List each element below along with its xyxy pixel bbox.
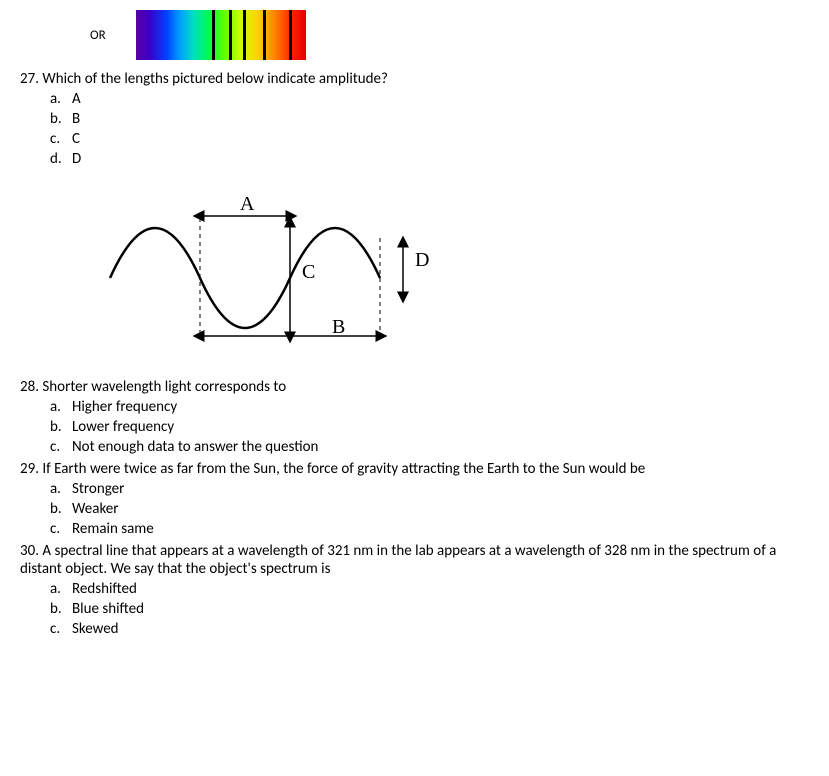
option-letter: d. <box>50 150 72 168</box>
q28-options: a.Higher frequencyb.Lower frequencyc.Not… <box>50 398 809 456</box>
option-text: Not enough data to answer the question <box>72 438 318 456</box>
option: d.D <box>50 150 809 168</box>
question-30: 30. A spectral line that appears at a wa… <box>20 542 809 638</box>
wave-svg: A B C D <box>100 188 480 358</box>
svg-text:C: C <box>302 261 315 283</box>
option-text: Stronger <box>72 480 124 498</box>
q30-number: 30. <box>20 542 39 560</box>
option: c.Skewed <box>50 620 809 638</box>
q28-text: Shorter wavelength light corresponds to <box>42 378 286 396</box>
option: c.Remain same <box>50 520 809 538</box>
option-letter: c. <box>50 620 72 638</box>
option-text: D <box>72 150 81 168</box>
option: a.Redshifted <box>50 580 809 598</box>
or-row: OR <box>90 10 809 60</box>
q27-text: Which of the lengths pictured below indi… <box>42 70 388 88</box>
option: a.Higher frequency <box>50 398 809 416</box>
option-text: Redshifted <box>72 580 137 598</box>
option-letter: a. <box>50 398 72 416</box>
absorption-line <box>229 10 232 60</box>
option-text: Skewed <box>72 620 119 638</box>
option-text: Lower frequency <box>72 418 174 436</box>
wave-diagram: A B C D <box>100 188 809 358</box>
q27-options: a.Ab.Bc.Cd.D <box>50 90 809 168</box>
option: b.Weaker <box>50 500 809 518</box>
absorption-spectrum <box>136 10 306 60</box>
q28-number: 28. <box>20 378 39 396</box>
option: a.A <box>50 90 809 108</box>
option: c.Not enough data to answer the question <box>50 438 809 456</box>
q30-text: A spectral line that appears at a wavele… <box>20 542 776 578</box>
q29-text: If Earth were twice as far from the Sun,… <box>42 460 645 478</box>
option-letter: a. <box>50 580 72 598</box>
option: a.Stronger <box>50 480 809 498</box>
option: b.B <box>50 110 809 128</box>
option: b.Blue shifted <box>50 600 809 618</box>
absorption-line <box>263 10 266 60</box>
spectrum-gradient <box>136 10 306 60</box>
question-28: 28. Shorter wavelength light corresponds… <box>20 378 809 456</box>
question-29: 29. If Earth were twice as far from the … <box>20 460 809 538</box>
option-letter: c. <box>50 520 72 538</box>
option: c.C <box>50 130 809 148</box>
option-letter: a. <box>50 480 72 498</box>
svg-text:D: D <box>415 249 429 271</box>
svg-text:A: A <box>240 193 255 215</box>
option-letter: a. <box>50 90 72 108</box>
absorption-line <box>212 10 215 60</box>
q29-number: 29. <box>20 460 39 478</box>
or-label: OR <box>90 28 106 43</box>
option-letter: b. <box>50 110 72 128</box>
question-27: 27. Which of the lengths pictured below … <box>20 70 809 168</box>
option-text: Weaker <box>72 500 118 518</box>
q27-number: 27. <box>20 70 39 88</box>
option-letter: b. <box>50 600 72 618</box>
svg-text:B: B <box>332 316 345 338</box>
absorption-line <box>289 10 292 60</box>
option-text: Higher frequency <box>72 398 177 416</box>
option: b.Lower frequency <box>50 418 809 436</box>
option-text: C <box>72 130 80 148</box>
option-letter: b. <box>50 418 72 436</box>
option-text: A <box>72 90 81 108</box>
option-text: Remain same <box>72 520 154 538</box>
q30-options: a.Redshiftedb.Blue shiftedc.Skewed <box>50 580 809 638</box>
option-letter: c. <box>50 438 72 456</box>
option-text: Blue shifted <box>72 600 144 618</box>
option-text: B <box>72 110 80 128</box>
option-letter: c. <box>50 130 72 148</box>
q29-options: a.Strongerb.Weakerc.Remain same <box>50 480 809 538</box>
option-letter: b. <box>50 500 72 518</box>
absorption-line <box>243 10 246 60</box>
